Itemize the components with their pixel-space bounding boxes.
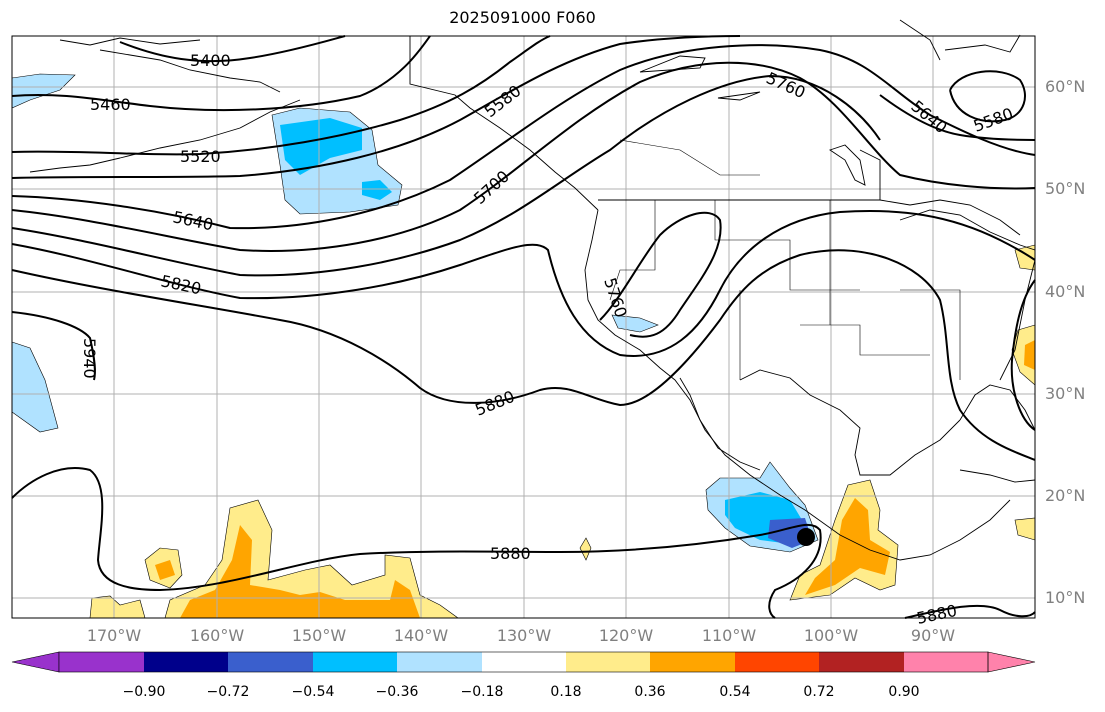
lat-label-60n: 60°N (1045, 77, 1086, 96)
contour-label-5400: 5400 (190, 51, 231, 70)
colorbar-tick-label: −0.36 (375, 684, 419, 700)
colorbar-tick-label: 0.90 (888, 684, 920, 700)
shade-orange-central (180, 525, 420, 618)
contour-5880-se (904, 604, 1036, 619)
contour-label-5880-b: 5880 (490, 544, 531, 563)
contour-label-5820: 5820 (159, 271, 203, 298)
colorbar-bin (313, 652, 397, 672)
contour-label-5880-c: 5880 (915, 601, 959, 628)
colorbar-bin (650, 652, 735, 672)
contour-5520 (11, 35, 551, 156)
contour-5880-north (11, 249, 1036, 461)
contour-5760 (11, 74, 881, 277)
contour-5460 (11, 35, 431, 112)
shade-orange-gulf-tehuantepec (805, 498, 890, 595)
height-contours (11, 35, 1036, 619)
contour-label-5760: 5760 (763, 68, 808, 102)
colorbar-bin (482, 652, 566, 672)
lon-label-150w: 150°W (291, 626, 347, 645)
shade-blue-gulf-2 (362, 180, 392, 200)
contour-label-5460: 5460 (90, 95, 131, 114)
storm-center-marker (797, 528, 815, 546)
colorbar-outline (58, 651, 989, 673)
state-borders (609, 139, 961, 380)
colorbar-tick-label: −0.18 (460, 684, 504, 700)
lat-label-20n: 20°N (1045, 486, 1086, 505)
map-title: 2025091000 F060 (449, 8, 596, 27)
colorbar-tick-label: 0.18 (550, 684, 582, 700)
shade-light-blue-west (11, 341, 59, 433)
shade-orange-east-coast (1024, 340, 1035, 370)
lat-label-10n: 10°N (1045, 588, 1086, 607)
colorbar-tick-label: 0.54 (719, 684, 751, 700)
contour-5580-ne (949, 70, 1026, 123)
contour-label-5940: 5940 (80, 338, 99, 379)
colorbar-tick-label: −0.90 (122, 684, 166, 700)
lat-label-40n: 40°N (1045, 282, 1086, 301)
contour-label-5880: 5880 (472, 387, 517, 420)
colorbar-tick-label: 0.36 (634, 684, 666, 700)
colorbar-tick-label: −0.54 (291, 684, 335, 700)
contour-5400 (119, 35, 346, 63)
colorbar-bin (819, 652, 904, 672)
contour-5640 (11, 44, 1036, 230)
lat-label-50n: 50°N (1045, 179, 1086, 198)
shade-light-blue-nw (11, 73, 76, 109)
contour-5940 (11, 311, 96, 381)
colorbar-tick-label: 0.72 (803, 684, 835, 700)
contour-5580 (11, 35, 741, 179)
colorbar-tick-label: −0.72 (206, 684, 250, 700)
colorbar-under-triangle (11, 651, 60, 673)
shaded-anomaly-fields (11, 73, 1036, 619)
colorbar (11, 651, 1036, 673)
colorbar-bin (59, 652, 144, 672)
lon-label-110w: 110°W (701, 626, 757, 645)
shade-orange-small-west (155, 560, 175, 580)
lon-label-130w: 130°W (496, 626, 552, 645)
colorbar-bin (566, 652, 650, 672)
lon-label-90w: 90°W (910, 626, 956, 645)
colorbar-bin (904, 652, 988, 672)
colorbar-bin (735, 652, 819, 672)
lon-label-170w: 170°W (86, 626, 142, 645)
contour-5760-west (599, 211, 722, 338)
colorbar-bin (144, 652, 228, 672)
shade-yellow-small-eq (579, 537, 592, 561)
shade-light-blue-socal (611, 314, 659, 333)
contour-label-5700: 5700 (470, 167, 513, 208)
lon-label-160w: 160°W (189, 626, 245, 645)
shade-yellow-far-west (89, 595, 146, 619)
shade-yellow-caribbean (1014, 517, 1036, 541)
contour-label-5640: 5640 (171, 207, 215, 234)
contour-label-5580-b: 5580 (971, 104, 1016, 136)
colorbar-over-triangle (987, 651, 1036, 673)
colorbar-bin (397, 652, 482, 672)
contour-5700 (11, 61, 1036, 252)
contour-5880-east (1010, 279, 1036, 431)
contour-5880-south (11, 467, 822, 619)
contour-5820 (11, 209, 1036, 357)
lon-label-120w: 120°W (598, 626, 654, 645)
coastlines (29, 19, 1036, 561)
lon-label-140w: 140°W (393, 626, 449, 645)
map-frame (11, 35, 1036, 619)
shade-blue-gulf (280, 118, 362, 175)
lat-label-30n: 30°N (1045, 384, 1086, 403)
lon-label-100w: 100°W (803, 626, 859, 645)
contour-5640-ne (879, 94, 1036, 141)
contour-label-5520: 5520 (180, 147, 221, 166)
colorbar-bin (228, 652, 313, 672)
graticule (12, 36, 1035, 618)
